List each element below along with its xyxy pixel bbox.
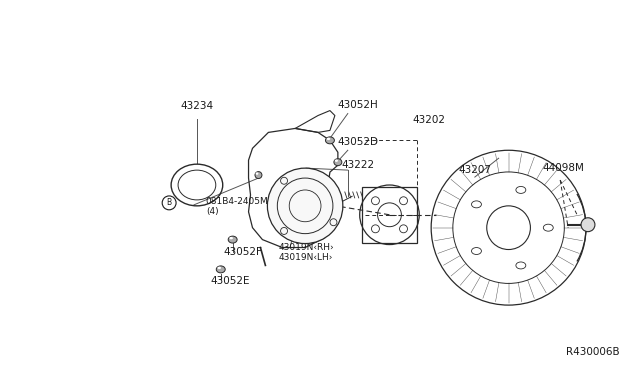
Circle shape xyxy=(268,168,343,244)
Text: 43019N‹RH›: 43019N‹RH› xyxy=(278,243,334,252)
Ellipse shape xyxy=(326,138,330,140)
Text: (4): (4) xyxy=(206,207,218,216)
Text: B: B xyxy=(166,198,172,207)
Text: 43222: 43222 xyxy=(341,160,374,170)
Text: 43052D: 43052D xyxy=(337,137,378,147)
Text: 43052E: 43052E xyxy=(211,276,250,286)
Text: R430006B: R430006B xyxy=(566,347,620,357)
Text: 43234: 43234 xyxy=(180,100,214,110)
Ellipse shape xyxy=(255,171,262,179)
Ellipse shape xyxy=(255,172,259,175)
Text: 44098M: 44098M xyxy=(542,163,584,173)
Text: 43202: 43202 xyxy=(413,115,445,125)
Text: 43052H: 43052H xyxy=(337,100,378,110)
Text: 43052F: 43052F xyxy=(223,247,262,257)
Ellipse shape xyxy=(216,266,225,273)
Ellipse shape xyxy=(218,267,221,269)
Ellipse shape xyxy=(334,159,342,166)
Ellipse shape xyxy=(335,160,338,162)
Bar xyxy=(362,187,417,243)
Text: 43019N‹LH›: 43019N‹LH› xyxy=(278,253,333,262)
Ellipse shape xyxy=(229,237,233,239)
Text: 081B4-2405M: 081B4-2405M xyxy=(206,198,269,206)
Ellipse shape xyxy=(326,137,334,144)
Text: 43207: 43207 xyxy=(458,165,492,175)
Ellipse shape xyxy=(228,236,237,243)
Circle shape xyxy=(581,218,595,232)
